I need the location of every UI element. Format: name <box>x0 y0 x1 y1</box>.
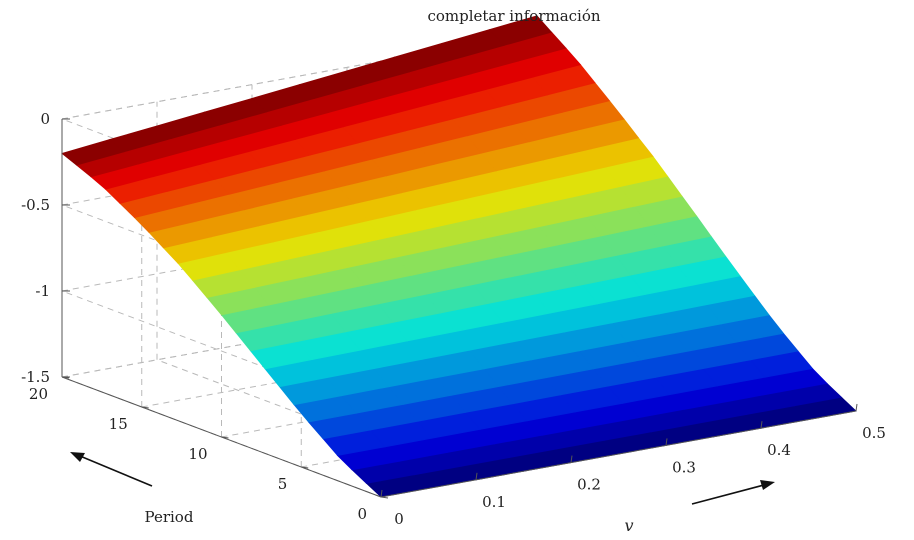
y-tick-label: 10 <box>188 445 207 463</box>
surface <box>61 15 857 498</box>
z-tick-label: -1.5 <box>21 368 50 386</box>
x-tick-label: 0.5 <box>862 424 886 442</box>
z-tick-label: 0 <box>40 110 50 128</box>
y-tick-mark <box>141 406 149 409</box>
x-tick-mark <box>855 403 858 412</box>
y-tick-label: 0 <box>357 505 367 523</box>
grid-line <box>141 320 617 408</box>
x-tick-mark <box>760 421 763 429</box>
grid-line <box>221 350 697 438</box>
y-tick-label: 15 <box>109 415 128 433</box>
y-axis-label: Period <box>145 508 194 526</box>
tick-labels: 0 0.1 0.2 0.3 0.4 0.5 0 5 10 15 20 0 -0.5 -1 -1.5 <box>21 110 886 528</box>
x-tick-mark <box>475 472 478 480</box>
y-tick-label: 5 <box>278 475 288 493</box>
y-tick-mark <box>380 496 389 499</box>
chart-title: completar información <box>427 7 600 25</box>
x-tick-label: 0 <box>394 510 404 528</box>
x-tick-label: 0.4 <box>767 441 791 459</box>
z-tick-label: -0.5 <box>21 196 50 214</box>
axes <box>61 118 858 499</box>
y-tick-label: 20 <box>29 385 48 403</box>
grid-line <box>61 32 538 120</box>
x-tick-mark <box>570 455 573 463</box>
y-tick-mark <box>221 436 229 439</box>
x-tick-label: 0.2 <box>577 476 601 494</box>
v-direction-arrow <box>691 480 775 505</box>
x-axis-label: v <box>624 516 633 535</box>
x-tick-mark <box>665 438 668 446</box>
x-tick-label: 0.3 <box>672 458 696 476</box>
x-tick-label: 0.1 <box>482 493 506 511</box>
v-axis-line <box>380 410 857 498</box>
x-tick-mark <box>380 489 383 498</box>
period-direction-arrow <box>70 452 153 487</box>
grid-line <box>61 204 538 292</box>
grid-line <box>61 290 538 378</box>
y-tick-mark <box>301 466 309 469</box>
z-tick-label: -1 <box>35 282 50 300</box>
surface-patch <box>488 15 553 46</box>
